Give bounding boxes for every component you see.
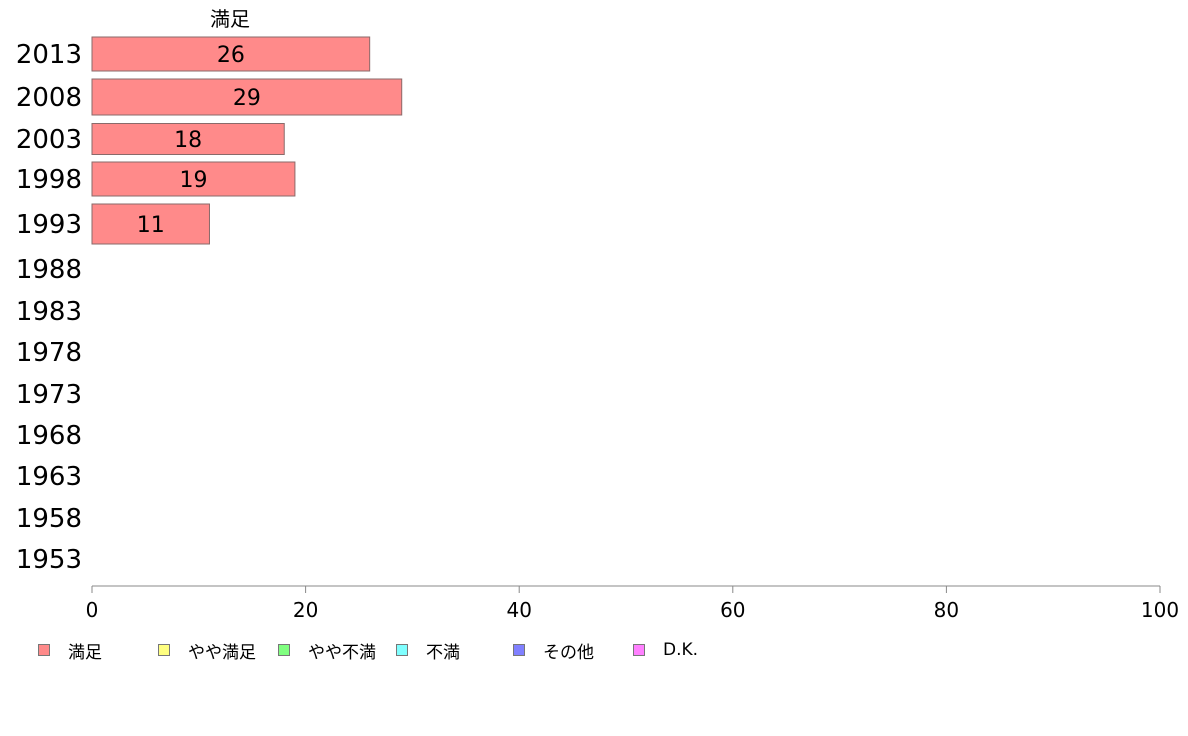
data-label: 26 (217, 43, 245, 68)
legend-swatch (278, 644, 290, 656)
legend-item: やや満足 (158, 639, 256, 663)
legend-item: 満足 (38, 639, 102, 663)
x-tick-label: 20 (293, 598, 318, 620)
data-label: 11 (137, 213, 165, 238)
y-axis-label: 2003 (16, 125, 82, 155)
legend-swatch (633, 644, 645, 656)
x-tick-label: 0 (86, 598, 99, 620)
y-axis-label: 1968 (16, 421, 82, 451)
data-label: 19 (179, 168, 207, 193)
x-tick-label: 100 (1141, 598, 1179, 620)
y-axis-label: 1998 (16, 165, 82, 195)
legend-item: やや不満 (278, 639, 376, 663)
legend-label: 不満 (426, 642, 460, 663)
legend-swatch (38, 644, 50, 656)
legend-item: その他 (513, 639, 594, 663)
y-axis-label: 1978 (16, 338, 82, 368)
y-axis-label: 1983 (16, 297, 82, 327)
legend-label: やや不満 (308, 642, 376, 663)
legend-item: D.K. (633, 639, 698, 661)
y-axis-label: 1973 (16, 380, 82, 410)
bar (91, 78, 403, 116)
x-tick-label: 80 (934, 598, 959, 620)
bar (91, 203, 210, 245)
legend: 満足 やや満足 やや不満 不満 その他 D.K. (38, 639, 758, 663)
x-tick-label: 40 (506, 598, 531, 620)
legend-swatch (513, 644, 525, 656)
y-axis-label: 2013 (16, 40, 82, 70)
bars-layer: 26 29 18 19 11 (91, 36, 403, 245)
data-label: 29 (233, 86, 261, 111)
y-axis-label: 1963 (16, 462, 82, 492)
y-axis-label: 2008 (16, 83, 82, 113)
bar (91, 123, 285, 155)
y-axis-label: 1988 (16, 255, 82, 285)
bar (91, 161, 296, 197)
y-axis-label: 1953 (16, 545, 82, 575)
bar-chart: 満足 26 29 18 19 11 2013 2008 2003 1998 1993 1988 19… (16, 7, 1179, 620)
legend-swatch (396, 644, 408, 656)
bar (91, 36, 371, 72)
data-label: 18 (174, 128, 202, 153)
x-tick-label: 60 (720, 598, 745, 620)
y-axis-label: 1958 (16, 504, 82, 534)
y-axis-label: 1993 (16, 210, 82, 240)
legend-label: その他 (543, 642, 594, 663)
legend-label: 満足 (68, 642, 102, 663)
legend-item: 不満 (396, 639, 460, 663)
legend-label: D.K. (663, 640, 699, 660)
x-axis: 0 20 40 60 80 100 (86, 585, 1179, 620)
legend-swatch (158, 644, 170, 656)
chart-title: 満足 (210, 7, 250, 31)
y-axis-labels: 2013 2008 2003 1998 1993 1988 1983 1978 1973 1968… (16, 40, 82, 575)
legend-label: やや満足 (188, 642, 256, 663)
